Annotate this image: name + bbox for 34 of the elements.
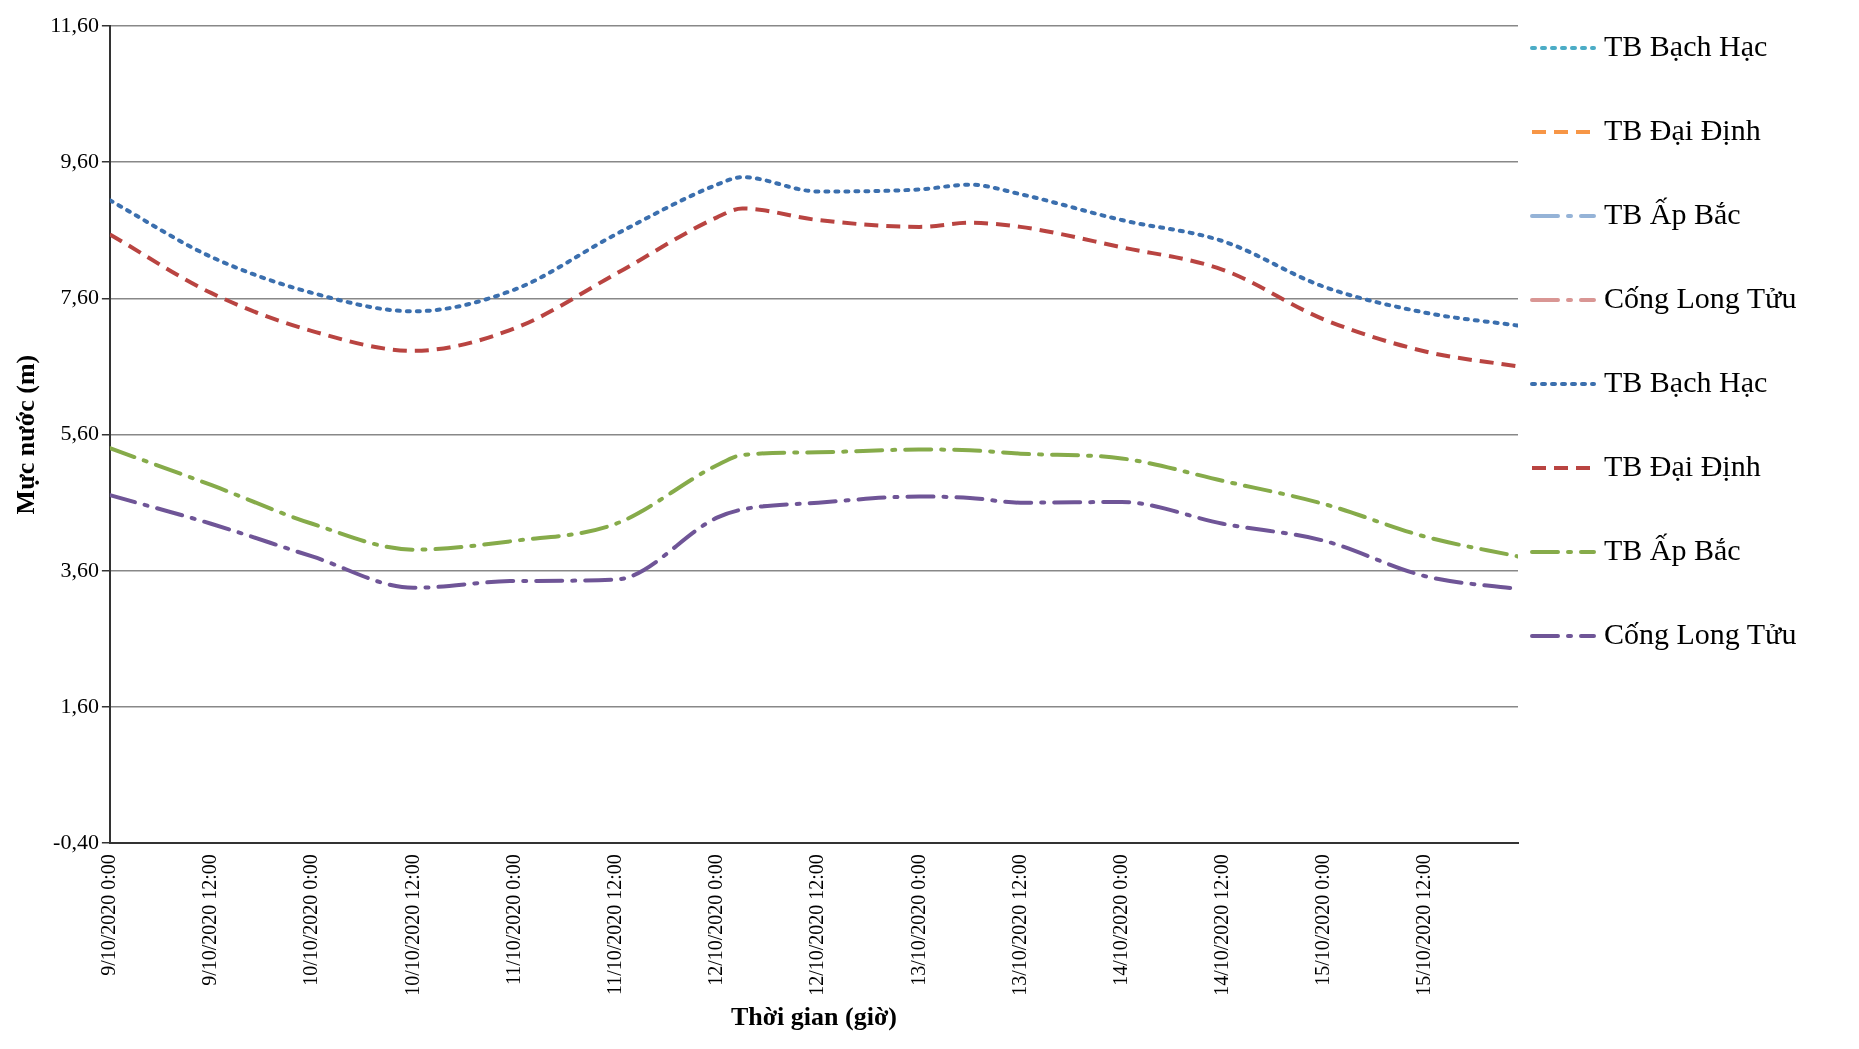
x-tick-label: 13/10/2020 0:00: [906, 854, 929, 986]
x-tick-label: 15/10/2020 12:00: [1412, 854, 1435, 996]
legend-label: TB Bạch Hạc: [1604, 28, 1768, 64]
y-tick-label: -0,40: [53, 828, 99, 854]
x-tick-label: 11/10/2020 0:00: [501, 854, 524, 986]
legend-label: TB Ấp Bắc: [1604, 532, 1741, 568]
y-tick-label: 7,60: [60, 284, 99, 310]
x-tick-label: 9/10/2020 12:00: [198, 854, 221, 986]
line-series: [109, 175, 1518, 328]
x-tick-label: 13/10/2020 12:00: [1007, 854, 1030, 996]
y-axis-title: Mực nước (m): [11, 354, 41, 515]
y-tick-label: 11,60: [50, 11, 99, 37]
y-tick-label: 1,60: [60, 692, 99, 718]
legend-label: Cống Long Tửu: [1604, 616, 1797, 652]
x-tick-label: 12/10/2020 12:00: [805, 854, 828, 996]
x-tick-label: 9/10/2020 0:00: [97, 854, 120, 976]
y-tick-label: 5,60: [60, 420, 99, 446]
x-tick-label: 14/10/2020 0:00: [1108, 854, 1131, 986]
x-tick-label: 14/10/2020 12:00: [1210, 854, 1233, 996]
x-tick-label: 11/10/2020 12:00: [603, 854, 626, 996]
legend-label: TB Đại Định: [1604, 448, 1761, 484]
line-series: [109, 206, 1518, 369]
x-axis-title: Thời gian (giờ): [730, 1002, 897, 1032]
y-tick-label: 9,60: [60, 147, 99, 173]
x-tick-label: 15/10/2020 0:00: [1311, 854, 1334, 986]
x-tick-label: 12/10/2020 0:00: [704, 854, 727, 986]
line-series: [109, 446, 1518, 559]
x-tick-label: 10/10/2020 0:00: [299, 854, 322, 986]
legend-label: TB Bạch Hạc: [1604, 364, 1768, 400]
legend-label: TB Ấp Bắc: [1604, 196, 1741, 232]
y-tick-label: 3,60: [60, 556, 99, 582]
legend-label: TB Đại Định: [1604, 112, 1761, 148]
x-tick-label: 10/10/2020 12:00: [400, 854, 423, 996]
legend-label: Cống Long Tửu: [1604, 280, 1797, 316]
